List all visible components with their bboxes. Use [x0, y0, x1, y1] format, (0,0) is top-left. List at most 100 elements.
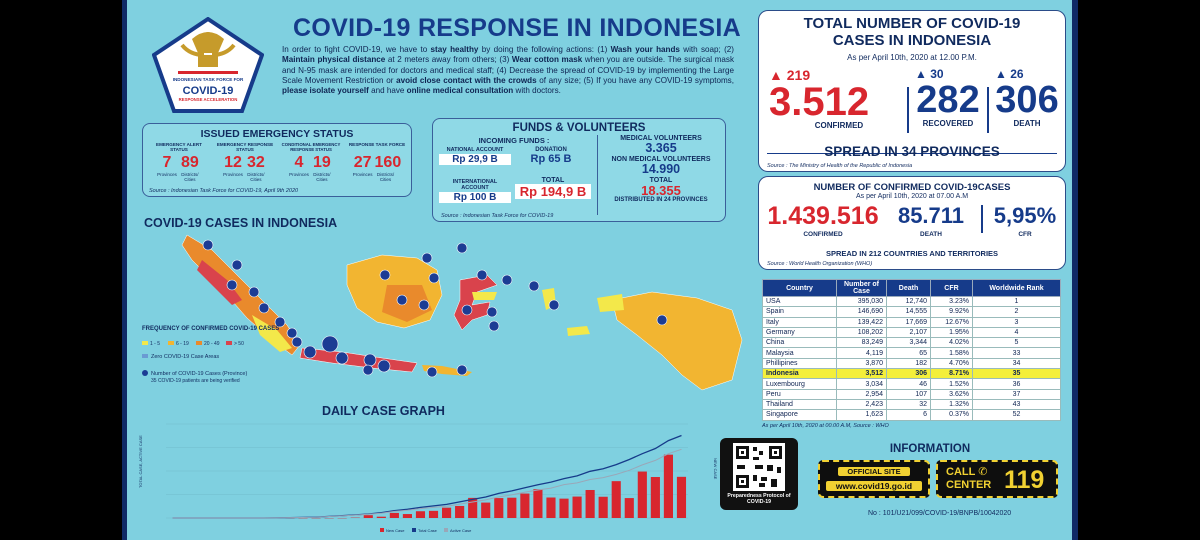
- intro-text: In order to fight COVID-19, we have to s…: [282, 45, 735, 96]
- group-label: EMERGENCY ALERT STATUS: [156, 142, 202, 152]
- volunteers-total-value: 18.355: [641, 183, 681, 198]
- frame-right: [1072, 0, 1078, 540]
- new-case-bar: [402, 514, 412, 518]
- chart-legend: New Case Total Case Active Case: [380, 528, 472, 533]
- totals-as-of: As per April 10th, 2020 at 12.00 P.M.: [847, 53, 977, 62]
- new-case-bar: [507, 497, 517, 518]
- nonmedical-volunteers-label: NON MEDICAL VOLUNTEERS: [611, 156, 711, 163]
- phone-icon: ✆: [978, 466, 988, 478]
- cell-cases: 395,030: [836, 295, 887, 308]
- global-spread: SPREAD IN 212 COUNTRIES AND TERRITORIES: [825, 249, 999, 258]
- medical-volunteers-value: 3.365: [645, 141, 677, 155]
- svg-text:New Case: New Case: [386, 528, 405, 533]
- province-markers: [202, 239, 668, 378]
- table-row: Singapore 1,623 6 0.37% 52: [762, 409, 1061, 421]
- sumatra-north-region: [197, 260, 242, 305]
- left-letterbox: [0, 0, 122, 540]
- provinces-unit: Provinces: [352, 172, 373, 177]
- cell-cfr: 4.70%: [930, 357, 973, 370]
- group-label: EMERGENCY RESPONSE STATUS: [216, 142, 274, 152]
- provinces-count: 27: [353, 154, 372, 171]
- cell-death: 14,555: [886, 306, 931, 318]
- confirmed-block: ▲ 219 3.512 CONFIRMED: [769, 67, 909, 130]
- cell-death: 12,740: [886, 295, 931, 308]
- cell-rank: 34: [972, 357, 1061, 370]
- qr-caption: Preparedness Protocol of COVID-19: [727, 493, 791, 505]
- global-confirmed-value: 1.439.516: [767, 202, 879, 230]
- svg-text:1 - 5: 1 - 5: [150, 341, 160, 347]
- svg-text:Active Case: Active Case: [450, 528, 472, 533]
- cell-rank: 37: [972, 388, 1061, 400]
- cell-cases: 108,202: [836, 326, 887, 339]
- cell-rank: 5: [972, 337, 1061, 349]
- up-arrow-icon: ▲: [769, 67, 783, 83]
- task-force-logo: INDONESIAN TASK FORCE FOR COVID-19 RESPO…: [152, 17, 264, 113]
- cell-cfr: 1.58%: [930, 347, 973, 359]
- sulawesi-region: [453, 274, 498, 331]
- new-case-bar: [520, 493, 530, 518]
- cell-country: Indonesia: [762, 368, 837, 380]
- daily-graph-title: DAILY CASE GRAPH: [322, 404, 445, 418]
- zero-case-label: Zero COVID-19 Case Areas: [151, 354, 219, 360]
- global-cfr-label: CFR: [1018, 231, 1032, 238]
- new-case-bar: [585, 489, 595, 518]
- funds-volunteers-panel: FUNDS & VOLUNTEERS INCOMING FUNDS : NATI…: [432, 118, 726, 222]
- new-case-bar: [598, 496, 608, 518]
- indonesia-totals-panel: TOTAL NUMBER OF COVID-19 CASES IN INDONE…: [758, 10, 1066, 172]
- new-case-bar: [559, 498, 569, 518]
- website-link[interactable]: www.covid19.go.id: [826, 481, 922, 491]
- up-arrow-icon: ▲: [995, 67, 1007, 81]
- new-case-bar: [572, 496, 582, 518]
- cell-death: 3,344: [886, 337, 931, 349]
- official-site-button[interactable]: OFFICIAL SITE www.covid19.go.id: [818, 460, 930, 498]
- cell-death: 65: [886, 347, 931, 359]
- call-number[interactable]: 119: [1004, 466, 1045, 494]
- districts-unit: Districts/ Cities: [247, 172, 265, 182]
- new-case-bar: [533, 489, 543, 518]
- right-axis-label: NEW CASE: [713, 458, 718, 480]
- global-death-label: DEATH: [920, 231, 942, 238]
- new-case-bar: [650, 477, 660, 518]
- chart-grid: [166, 423, 688, 519]
- divider: [981, 205, 983, 233]
- document-number: No : 101/U21/099/COVID-19/BNPB/10042020: [868, 510, 1012, 517]
- recovered-value: 282: [916, 79, 980, 121]
- incoming-funds-label: INCOMING FUNDS :: [478, 136, 550, 145]
- new-case-bar: [481, 502, 491, 518]
- donation: DONATION Rp 65 B: [517, 147, 585, 165]
- national-account: NATIONAL ACCOUNT Rp 29,9 B: [439, 147, 511, 165]
- call-center-button[interactable]: CALL ✆ CENTER 119: [936, 460, 1058, 498]
- cell-cfr: 1.95%: [930, 326, 973, 339]
- global-title: NUMBER OF CONFIRMED COVID-19CASES: [813, 182, 1011, 193]
- international-account: INTERNATIONAL ACCOUNT Rp 100 B: [439, 179, 511, 203]
- international-value: Rp 100 B: [439, 192, 511, 203]
- confirmed-value: 3.512: [769, 80, 870, 124]
- recovered-delta: ▲ 30: [915, 67, 944, 81]
- qr-panel[interactable]: Preparedness Protocol of COVID-19: [720, 438, 798, 510]
- center-label: CENTER: [946, 479, 992, 491]
- cell-country: Luxembourg: [762, 378, 837, 390]
- table-row: Indonesia 3,512 306 8.71% 35: [762, 368, 1061, 380]
- emergency-status-panel: ISSUED EMERGENCY STATUS EMERGENCY ALERT …: [142, 123, 412, 197]
- kalimantan-south-region: [382, 285, 432, 322]
- info-title: INFORMATION: [889, 443, 971, 455]
- frame-left: [122, 0, 127, 540]
- global-panel: NUMBER OF CONFIRMED COVID-19CASES As per…: [758, 176, 1066, 270]
- cell-country: Malaysia: [762, 347, 837, 359]
- provinces-count: 12: [224, 154, 242, 171]
- legend-swatches: 1 - 5 6 - 19 20 - 49 > 50: [142, 341, 244, 347]
- cell-country: China: [762, 337, 837, 349]
- global-source: Source : World Health Organization (WHO): [767, 261, 873, 267]
- emergency-group: EMERGENCY ALERT STATUS 7 Provinces 89 Dist…: [147, 142, 211, 182]
- death-delta: ▲ 26: [995, 67, 1024, 81]
- svg-text:RESPONSE ACCELERATION: RESPONSE ACCELERATION: [179, 97, 238, 102]
- marker-legend-label: Number of COVID-19 Cases (Province): [151, 371, 247, 377]
- papua-west-region: [597, 294, 624, 312]
- global-as-of: As per April 10th, 2020 at 07.00 A.M: [855, 193, 969, 200]
- new-case-bar: [376, 516, 386, 518]
- emergency-group: RESPONSE TASK FORCE 27 Provinces 160 Distr…: [345, 142, 409, 182]
- volunteers-total-label: TOTAL: [649, 177, 673, 184]
- cell-death: 32: [886, 398, 931, 411]
- svg-text:20 - 49: 20 - 49: [204, 341, 220, 347]
- table-row: Peru 2,954 107 3.62% 37: [762, 388, 1061, 400]
